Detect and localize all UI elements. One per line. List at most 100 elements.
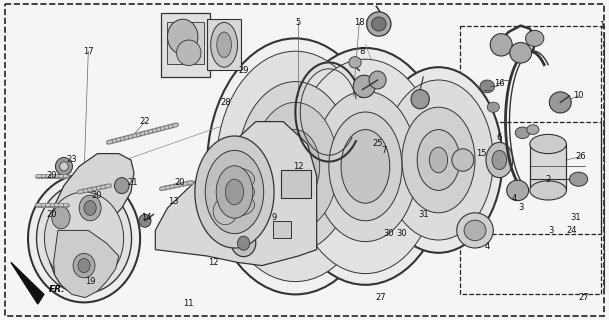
Ellipse shape <box>464 220 486 241</box>
Ellipse shape <box>216 166 253 218</box>
Ellipse shape <box>349 57 361 68</box>
Text: 12: 12 <box>208 258 219 267</box>
Ellipse shape <box>369 71 386 89</box>
Text: 19: 19 <box>85 277 96 286</box>
Ellipse shape <box>79 195 101 221</box>
Text: 11: 11 <box>183 300 194 308</box>
Ellipse shape <box>549 92 571 113</box>
Text: 23: 23 <box>66 156 77 164</box>
Text: 12: 12 <box>293 162 304 171</box>
Text: 4: 4 <box>485 242 490 251</box>
Ellipse shape <box>492 150 507 170</box>
Ellipse shape <box>220 181 255 203</box>
Bar <box>460 26 601 294</box>
Ellipse shape <box>457 213 493 248</box>
Ellipse shape <box>417 130 460 190</box>
Polygon shape <box>201 160 311 208</box>
Ellipse shape <box>283 149 308 184</box>
Polygon shape <box>49 154 134 288</box>
Polygon shape <box>11 262 44 304</box>
Ellipse shape <box>367 12 391 36</box>
Ellipse shape <box>207 38 384 294</box>
Text: 16: 16 <box>494 79 505 88</box>
Bar <box>273 221 291 238</box>
Ellipse shape <box>177 40 201 66</box>
Text: 21: 21 <box>127 178 138 187</box>
Ellipse shape <box>225 179 244 205</box>
Ellipse shape <box>195 136 274 248</box>
Text: 25: 25 <box>372 140 383 148</box>
Ellipse shape <box>52 206 70 229</box>
Text: 3: 3 <box>518 204 523 212</box>
Ellipse shape <box>490 34 512 56</box>
Text: 31: 31 <box>570 213 581 222</box>
Text: 18: 18 <box>354 18 365 27</box>
Text: 27: 27 <box>578 293 589 302</box>
Bar <box>460 122 601 234</box>
Ellipse shape <box>527 125 539 134</box>
Ellipse shape <box>78 259 90 273</box>
Ellipse shape <box>283 48 448 285</box>
Text: 4: 4 <box>512 194 517 203</box>
Ellipse shape <box>238 236 250 250</box>
Ellipse shape <box>253 102 338 230</box>
Polygon shape <box>155 122 317 266</box>
Ellipse shape <box>530 134 566 154</box>
Ellipse shape <box>211 22 238 67</box>
Ellipse shape <box>55 157 72 175</box>
Polygon shape <box>161 13 210 77</box>
Ellipse shape <box>217 203 233 220</box>
Ellipse shape <box>60 162 68 171</box>
Text: 29: 29 <box>238 66 249 75</box>
Text: 5: 5 <box>296 18 301 27</box>
Ellipse shape <box>486 142 513 178</box>
Text: 28: 28 <box>220 98 231 107</box>
Text: 2: 2 <box>546 175 551 184</box>
Ellipse shape <box>371 17 386 31</box>
Ellipse shape <box>44 192 124 285</box>
Ellipse shape <box>37 183 132 293</box>
Polygon shape <box>54 230 119 298</box>
Ellipse shape <box>238 82 353 251</box>
Ellipse shape <box>480 80 495 93</box>
Bar <box>530 144 566 190</box>
Text: 20: 20 <box>46 210 57 219</box>
Ellipse shape <box>384 80 493 240</box>
Text: 14: 14 <box>141 213 152 222</box>
Ellipse shape <box>167 19 198 54</box>
Polygon shape <box>167 22 204 64</box>
Ellipse shape <box>231 230 256 257</box>
Text: 17: 17 <box>83 47 94 56</box>
Ellipse shape <box>314 91 417 242</box>
Text: 30: 30 <box>383 229 394 238</box>
Ellipse shape <box>220 194 255 216</box>
Text: 31: 31 <box>418 210 429 219</box>
Ellipse shape <box>507 180 529 201</box>
Text: 20: 20 <box>46 172 57 180</box>
Text: 22: 22 <box>139 117 150 126</box>
Text: 10: 10 <box>573 92 584 100</box>
Ellipse shape <box>216 51 375 282</box>
Ellipse shape <box>402 107 475 213</box>
Ellipse shape <box>510 43 532 63</box>
Ellipse shape <box>211 195 240 227</box>
Ellipse shape <box>341 130 390 203</box>
Ellipse shape <box>205 150 264 234</box>
Text: 9: 9 <box>272 213 276 222</box>
Ellipse shape <box>139 214 151 227</box>
Ellipse shape <box>515 127 530 139</box>
Ellipse shape <box>329 112 402 221</box>
Text: FR.: FR. <box>49 285 65 294</box>
Ellipse shape <box>84 201 96 215</box>
Text: 20: 20 <box>91 191 102 200</box>
Text: 27: 27 <box>375 293 386 302</box>
Ellipse shape <box>411 90 429 109</box>
Ellipse shape <box>530 181 566 200</box>
Ellipse shape <box>271 130 320 203</box>
Ellipse shape <box>217 32 231 58</box>
Ellipse shape <box>220 168 255 190</box>
Text: 1: 1 <box>599 21 604 30</box>
Polygon shape <box>207 19 241 70</box>
Ellipse shape <box>73 253 95 278</box>
Ellipse shape <box>526 30 544 46</box>
